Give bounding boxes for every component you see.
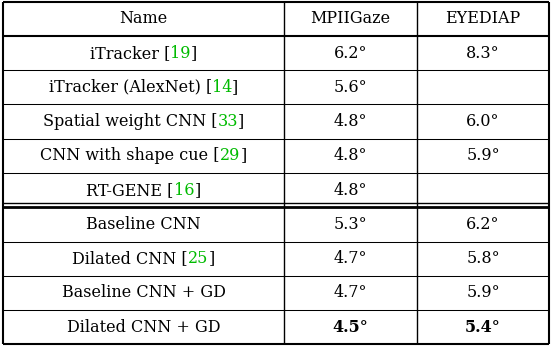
Text: Dilated CNN [: Dilated CNN [ [72, 250, 188, 267]
Text: 4.7°: 4.7° [334, 250, 367, 267]
Text: Spatial weight CNN [: Spatial weight CNN [ [43, 113, 217, 130]
Text: 5.6°: 5.6° [333, 79, 367, 96]
Text: 4.8°: 4.8° [334, 113, 367, 130]
Text: MPIIGaze: MPIIGaze [310, 10, 390, 27]
Text: EYEDIAP: EYEDIAP [445, 10, 521, 27]
Text: ]: ] [191, 45, 197, 62]
Text: 6.0°: 6.0° [466, 113, 500, 130]
Text: iTracker [: iTracker [ [90, 45, 170, 62]
Text: 4.7°: 4.7° [334, 284, 367, 301]
Text: iTracker (AlexNet) [: iTracker (AlexNet) [ [49, 79, 212, 96]
Text: 25: 25 [188, 250, 208, 267]
Text: 6.2°: 6.2° [466, 216, 500, 233]
Text: Dilated CNN + GD: Dilated CNN + GD [67, 319, 220, 336]
Text: CNN with shape cue [: CNN with shape cue [ [40, 147, 220, 164]
Text: ]: ] [238, 113, 244, 130]
Text: 8.3°: 8.3° [466, 45, 500, 62]
Text: 4.8°: 4.8° [334, 147, 367, 164]
Text: 6.2°: 6.2° [334, 45, 367, 62]
Text: RT-GENE [: RT-GENE [ [87, 182, 174, 199]
Text: ]: ] [194, 182, 200, 199]
Text: ]: ] [208, 250, 215, 267]
Text: 19: 19 [170, 45, 191, 62]
Text: Name: Name [119, 10, 168, 27]
Text: 5.9°: 5.9° [466, 147, 500, 164]
Text: ]: ] [240, 147, 247, 164]
Text: 4.5°: 4.5° [333, 319, 368, 336]
Text: 5.9°: 5.9° [466, 284, 500, 301]
Text: Baseline CNN: Baseline CNN [86, 216, 201, 233]
Text: 5.4°: 5.4° [465, 319, 501, 336]
Text: 29: 29 [220, 147, 240, 164]
Text: 4.8°: 4.8° [334, 182, 367, 199]
Text: Baseline CNN + GD: Baseline CNN + GD [61, 284, 225, 301]
Text: 16: 16 [174, 182, 194, 199]
Text: 33: 33 [217, 113, 238, 130]
Text: 14: 14 [212, 79, 232, 96]
Text: 5.3°: 5.3° [333, 216, 367, 233]
Text: 5.8°: 5.8° [466, 250, 500, 267]
Text: ]: ] [232, 79, 238, 96]
